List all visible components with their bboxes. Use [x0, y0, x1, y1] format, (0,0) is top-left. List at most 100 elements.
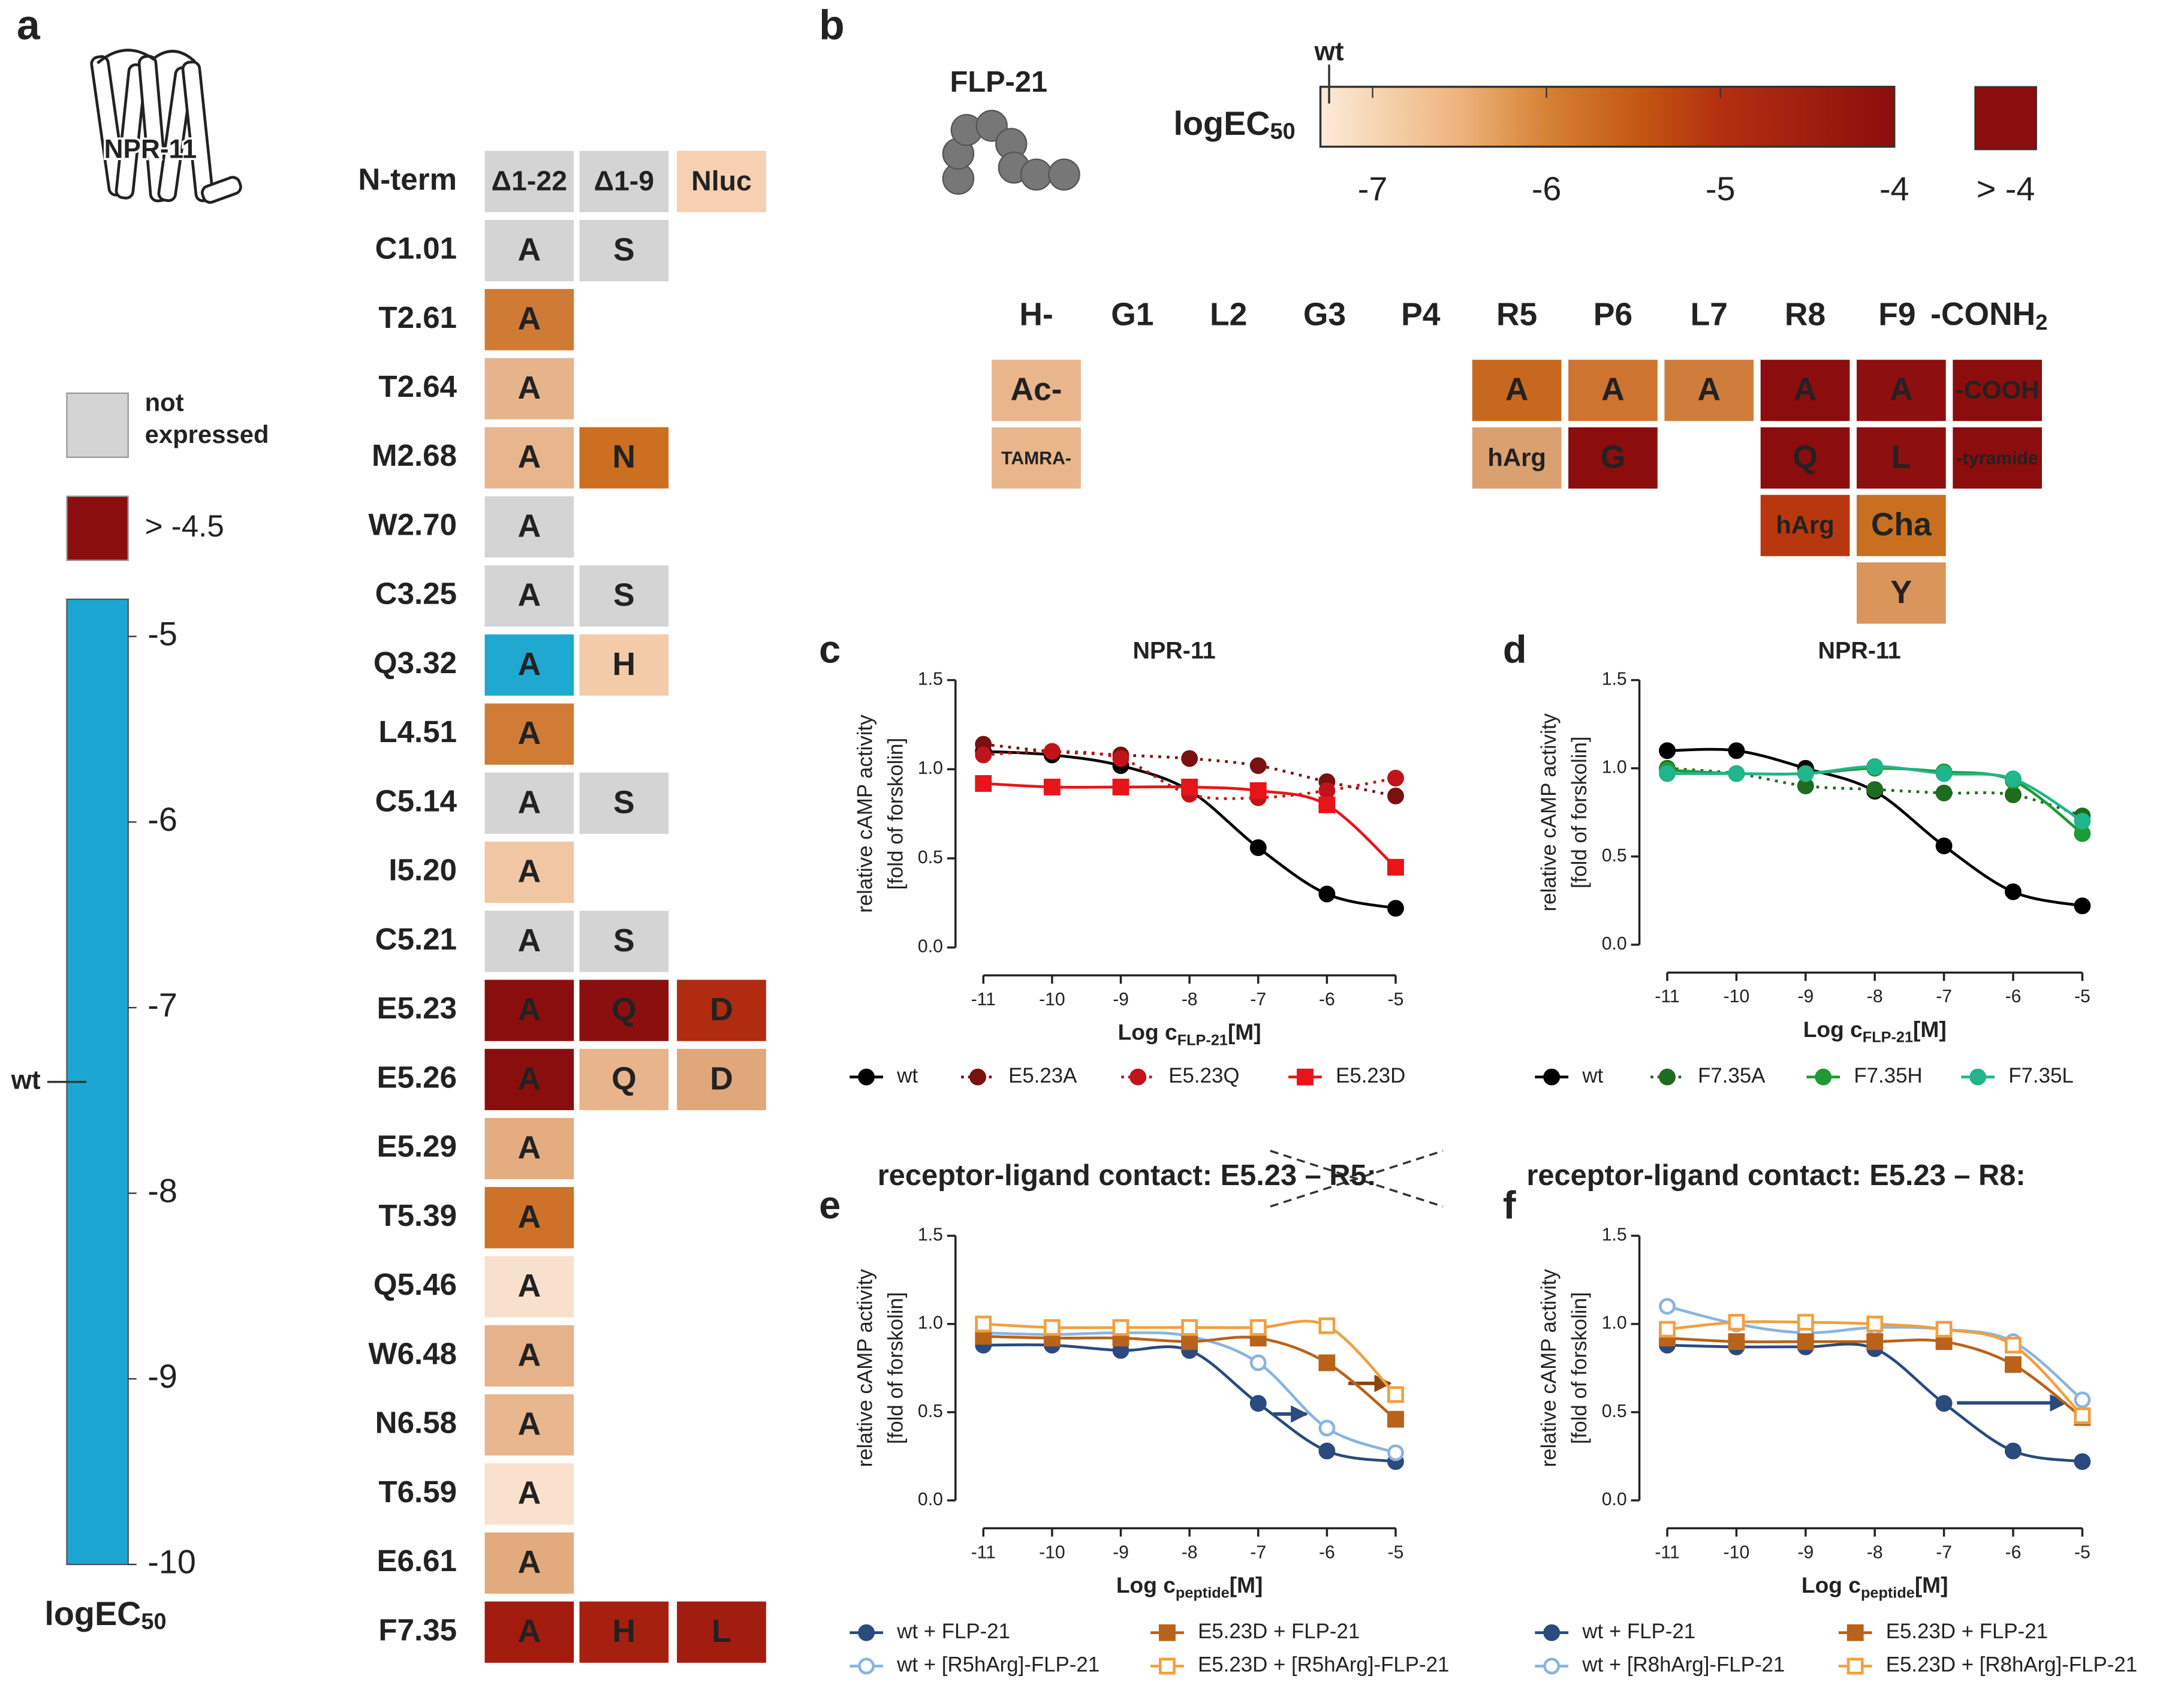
cell-label: S — [613, 785, 635, 820]
wt-label: wt — [1314, 37, 1344, 67]
data-point — [2005, 883, 2022, 900]
heat-cell — [579, 427, 669, 489]
receptor-name: NPR-11 — [104, 134, 197, 164]
cell-label: A — [518, 854, 541, 890]
legend-label: F7.35A — [1698, 1064, 1766, 1087]
heat-cell — [1568, 427, 1658, 489]
legend-marker — [1846, 1624, 1864, 1641]
data-point — [1318, 1442, 1336, 1460]
colorbar-title-part: 50 — [141, 1609, 166, 1634]
cell-label: A — [1697, 372, 1721, 408]
heat-cell — [484, 1532, 574, 1594]
heat-cell — [484, 703, 574, 765]
data-point — [1112, 1319, 1129, 1336]
peptide-name: FLP-21 — [950, 66, 1048, 98]
heat-cell — [1857, 360, 1946, 421]
legend-swatch — [66, 495, 129, 561]
residue-header: F9 — [1878, 297, 1915, 332]
row-label: N-term — [358, 162, 457, 196]
x-axis-label-part: Log c — [1803, 1017, 1863, 1042]
legend-text: not — [145, 388, 184, 417]
heat-cell — [677, 150, 766, 212]
colorbar — [1319, 86, 1896, 148]
cell-label: A — [518, 1061, 541, 1096]
heat-cell — [992, 360, 1081, 421]
data-point — [1659, 765, 1676, 782]
heat-cell — [484, 1394, 574, 1456]
x-axis-label-part: [M] — [1230, 1572, 1263, 1597]
heat-cell — [992, 427, 1081, 489]
residue-header: R5 — [1496, 297, 1537, 332]
y-axis-label: relative cAMP activity — [853, 1268, 876, 1467]
y-axis-label: relative cAMP activity — [1537, 713, 1561, 911]
heat-cell — [1760, 360, 1850, 421]
y-tick-label: 1.0 — [918, 758, 943, 778]
data-point — [1249, 757, 1267, 774]
legend-label: E5.23D + [R5hArg]-FLP-21 — [1198, 1653, 1449, 1677]
x-axis-label-part: [M] — [1228, 1019, 1261, 1044]
row-label: W2.70 — [368, 507, 457, 541]
colorbar-tick-label: -6 — [147, 801, 177, 838]
row-label: I5.20 — [388, 853, 457, 887]
panel-letter: a — [17, 2, 41, 49]
cell-label: Cha — [1871, 507, 1932, 542]
heat-cell — [1857, 427, 1946, 489]
heat-cell — [484, 772, 574, 834]
legend-marker — [858, 1657, 875, 1675]
heat-cell — [484, 289, 574, 351]
row-label: M2.68 — [372, 438, 457, 472]
x-axis-label-part: [M] — [1913, 1017, 1947, 1042]
colorbar-tick-label: -7 — [147, 987, 177, 1024]
legend-marker — [1159, 1624, 1176, 1641]
chart-title: NPR-11 — [1818, 638, 1901, 664]
series-line — [983, 750, 1396, 910]
data-point — [1728, 742, 1745, 759]
x-tick-label: -7 — [1250, 1542, 1266, 1562]
legend-label: wt — [1581, 1064, 1603, 1087]
cell-label: A — [518, 923, 541, 958]
legend-label: F7.35H — [1854, 1064, 1922, 1087]
x-tick-label: -7 — [1936, 987, 1952, 1006]
x-tick-label: -9 — [1797, 987, 1814, 1006]
y-tick-label: 0.5 — [918, 1401, 943, 1421]
data-point — [1249, 1319, 1267, 1336]
heat-cell — [484, 496, 574, 558]
strike-through — [1270, 1150, 1444, 1208]
panel-letter: c — [819, 627, 841, 671]
cell-label: N — [613, 439, 636, 475]
data-point — [1043, 779, 1061, 795]
data-point — [1318, 885, 1336, 903]
data-point — [1659, 742, 1676, 759]
legend-marker — [1297, 1068, 1314, 1086]
data-point — [1249, 1395, 1267, 1412]
over-label: > -4 — [1977, 170, 2035, 207]
heat-cell — [677, 1601, 766, 1663]
cell-label: S — [613, 578, 635, 613]
cell-label: A — [518, 578, 541, 613]
cell-label: A — [1505, 372, 1529, 408]
panel-letter: e — [819, 1183, 841, 1226]
cell-label: A — [518, 785, 541, 820]
row-label: L4.51 — [378, 715, 457, 749]
y-tick-label: 0.0 — [918, 1490, 943, 1509]
legend-label: E5.23Q — [1168, 1064, 1239, 1087]
cell-label: A — [518, 992, 541, 1027]
cell-label: A — [1794, 372, 1817, 408]
residue-header: R8 — [1785, 297, 1825, 332]
data-point — [1935, 765, 1953, 782]
x-axis-label-part: [M] — [1915, 1572, 1948, 1597]
y-tick-label: 1.5 — [1602, 670, 1627, 689]
data-point — [1387, 1386, 1404, 1403]
cell-label: H — [613, 1614, 636, 1649]
colorbar-tick-label: -5 — [147, 615, 177, 652]
data-point — [1112, 750, 1129, 767]
x-axis-label-part: Log c — [1118, 1019, 1177, 1044]
heat-cell — [677, 1048, 766, 1111]
cell-label: Q — [611, 1061, 637, 1096]
data-point — [1318, 1354, 1336, 1372]
x-tick-label: -6 — [1319, 1542, 1335, 1562]
data-point — [975, 746, 992, 764]
data-point — [1249, 1354, 1267, 1372]
legend-label: E5.23D + FLP-21 — [1886, 1620, 2048, 1643]
heat-cell — [579, 150, 669, 212]
